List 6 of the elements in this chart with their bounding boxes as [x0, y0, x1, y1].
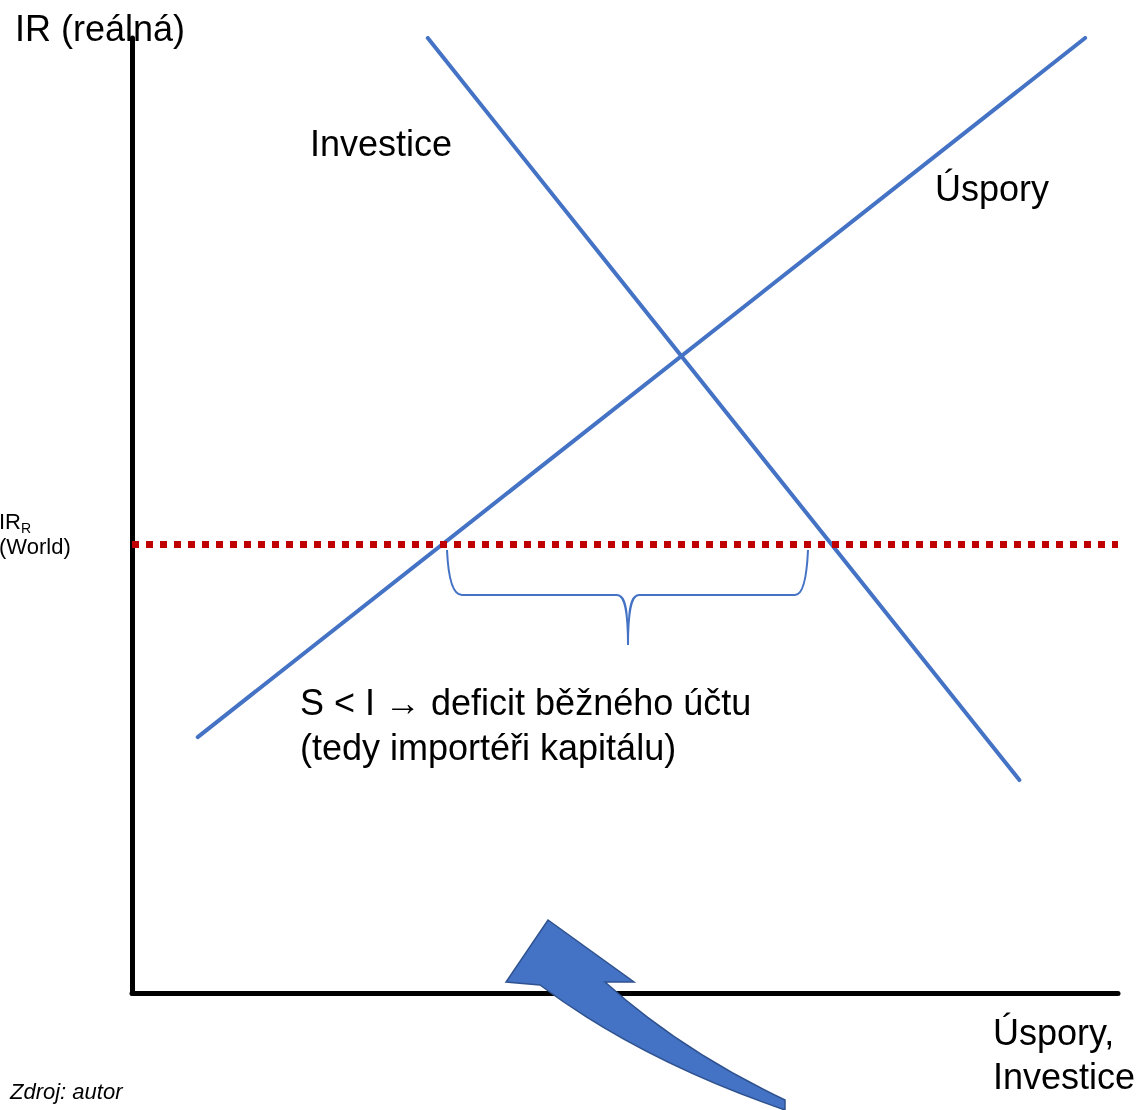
- text: Zdroj: autor: [9, 1079, 125, 1105]
- annotation: S < I → deficit běžného účtu (tedy importéři kapitálu): [300, 682, 752, 768]
- x-axis-title: Úspory, Investice: [992, 1011, 1136, 1097]
- y-axis-title: IR (reálná): [15, 7, 186, 49]
- series-label: Investice: [310, 122, 453, 164]
- series-label: Úspory: [935, 167, 1050, 209]
